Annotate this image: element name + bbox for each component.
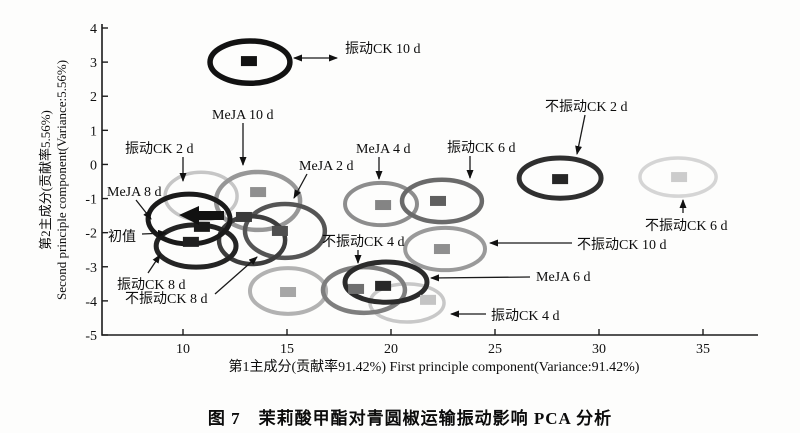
y-tick-label-2: 2 bbox=[90, 90, 97, 105]
annotation-arrow-no-vib-ck-8d bbox=[214, 256, 258, 295]
marker-vib-ck-10d bbox=[240, 56, 257, 67]
annotation-label-no-vib-ck-8d: 不振动CK 8 d bbox=[125, 291, 207, 307]
x-tick-label-25: 25 bbox=[488, 342, 502, 357]
y-axis-title: 第2主成分(贡献率5.56%) Second principle compone… bbox=[38, 60, 69, 300]
x-tick-label-35: 35 bbox=[696, 342, 710, 357]
annotation-arrow-meja-2d bbox=[293, 173, 308, 199]
x-tick-label-20: 20 bbox=[384, 342, 398, 357]
marker-meja-4d bbox=[375, 200, 392, 211]
x-tick-label-30: 30 bbox=[592, 342, 606, 357]
y-axis-title-en: Second principle component(Variance:5.56… bbox=[54, 60, 69, 300]
marker-no-vib-ck-2d bbox=[552, 174, 569, 185]
marker-meja-10d bbox=[250, 187, 267, 198]
marker-vib-ck-4d bbox=[420, 294, 437, 305]
annotation-label-vib-ck-8d: 振动CK 8 d bbox=[117, 277, 185, 293]
marker-meja-6d bbox=[375, 280, 392, 291]
annotation-label-meja-8d: MeJA 8 d bbox=[107, 185, 161, 200]
annotation-label-vib-ck-2d: 振动CK 2 d bbox=[125, 141, 193, 157]
initial-value-arrow-marker bbox=[179, 206, 224, 225]
ellipse-meja-6d bbox=[342, 259, 430, 305]
annotation-label-meja-4d: MeJA 4 d bbox=[356, 142, 410, 157]
y-tick-label-3: 3 bbox=[90, 56, 97, 71]
ellipse-no-vib-ck-10d bbox=[403, 225, 488, 273]
marker-no-vib-ck-10d bbox=[433, 244, 450, 255]
marker-no-vib-ck-8d bbox=[280, 287, 297, 298]
annotation-label-vib-ck-6d: 振动CK 6 d bbox=[447, 140, 515, 156]
ellipse-vib-ck-10d bbox=[207, 38, 293, 87]
annotation-label-meja-10d: MeJA 10 d bbox=[212, 108, 273, 123]
figure-caption: 图 7 茉莉酸甲酯对青圆椒运输振动影响 PCA 分析 bbox=[207, 409, 613, 428]
annotation-label-no-vib-ck-6d: 不振动CK 6 d bbox=[645, 218, 727, 234]
ellipse-no-vib-ck-2d bbox=[516, 155, 604, 201]
marker-vib-ck-8d bbox=[182, 236, 199, 247]
y-tick-label-1: 1 bbox=[90, 124, 97, 139]
ellipse-vib-ck-6d bbox=[399, 177, 485, 225]
y-tick-label--3: -3 bbox=[85, 261, 97, 276]
marker-meja-8d bbox=[193, 221, 210, 232]
y-tick-label--1: -1 bbox=[85, 193, 97, 208]
ellipse-no-vib-ck-8d bbox=[247, 266, 329, 316]
marker-vib-ck-6d bbox=[430, 195, 447, 206]
marker-no-vib-ck-6d bbox=[671, 172, 688, 183]
annotation-label-no-vib-ck-4d: 不振动CK 4 d bbox=[322, 234, 404, 250]
annotation-label-no-vib-ck-2d: 不振动CK 2 d bbox=[545, 99, 627, 115]
y-tick-label-0: 0 bbox=[90, 158, 97, 173]
y-tick-label--2: -2 bbox=[85, 227, 97, 242]
y-tick-label-4: 4 bbox=[90, 22, 97, 37]
annotation-label-vib-ck-10d: 振动CK 10 d bbox=[345, 41, 420, 57]
x-tick-label-15: 15 bbox=[280, 342, 294, 357]
annotation-label-no-vib-ck-10d: 不振动CK 10 d bbox=[577, 237, 666, 253]
annotation-arrow-no-vib-ck-2d bbox=[575, 114, 586, 155]
marker-meja-2d bbox=[271, 225, 288, 236]
annotation-arrow-vib-ck-8d bbox=[147, 254, 161, 274]
y-axis-title-cn: 第2主成分(贡献率5.56%) bbox=[38, 110, 53, 250]
annotation-label-meja-2d: MeJA 2 d bbox=[299, 159, 353, 174]
ellipse-meja-4d bbox=[343, 180, 419, 228]
x-tick-label-10: 10 bbox=[176, 342, 190, 357]
annotation-label-vib-ck-4d: 振动CK 4 d bbox=[491, 308, 559, 324]
annotation-arrow-meja-8d bbox=[135, 199, 152, 220]
annotation-label-chuzhi: 初值 bbox=[108, 228, 136, 245]
annotation-label-meja-6d: MeJA 6 d bbox=[536, 270, 590, 285]
ellipse-meja-2d bbox=[242, 201, 328, 261]
ellipse-no-vib-ck-6d bbox=[638, 156, 718, 198]
annotation-arrow-meja-6d bbox=[430, 274, 531, 282]
marker-no-vib-ck-4d bbox=[348, 283, 365, 294]
annotation-arrow-chuzhi bbox=[141, 229, 167, 237]
y-tick-label--4: -4 bbox=[85, 295, 97, 310]
x-axis-title: 第1主成分(贡献率91.42%) First principle compone… bbox=[229, 358, 640, 375]
marker-chuzhi bbox=[235, 211, 252, 222]
y-tick-label--5: -5 bbox=[85, 329, 97, 344]
